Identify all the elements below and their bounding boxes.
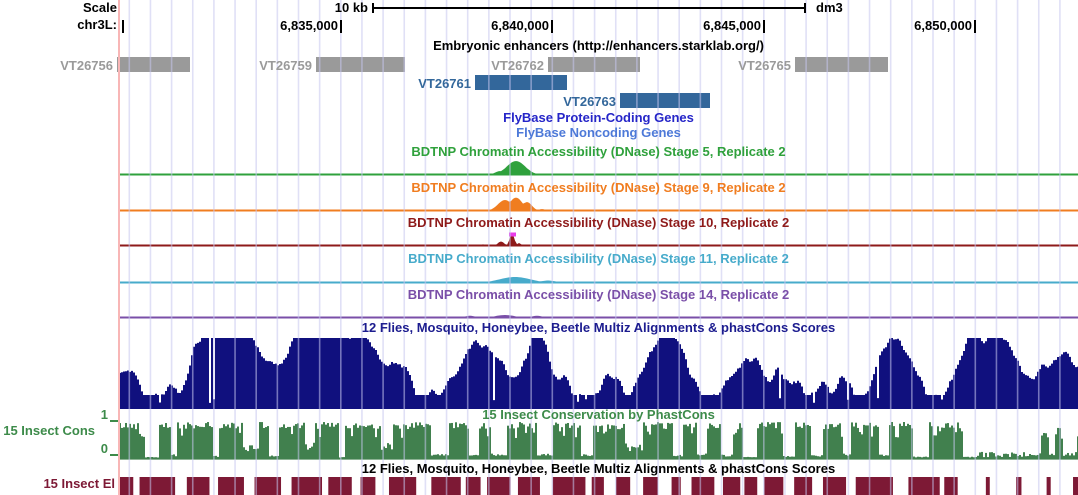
coordinate-tick [551,20,553,33]
conservation-axis-min: 0 [100,441,108,456]
conservation-histogram[interactable] [119,421,1078,460]
flybase-protein-coding-title[interactable]: FlyBase Protein-Coding Genes [503,110,694,125]
chromosome-label: chr3L: [77,17,117,32]
multiz-track-title[interactable]: 12 Flies, Mosquito, Honeybee, Beetle Mul… [361,320,836,335]
enhancer-box-vt26756[interactable] [117,57,190,72]
dnase-track-title[interactable]: BDTNP Chromatin Accessibility (DNase) St… [408,251,789,266]
enhancer-label[interactable]: VT26762 [491,58,544,73]
enhancer-box-vt26759[interactable] [316,57,405,72]
scale-bar [372,7,806,9]
conservation-left-label[interactable]: 15 Insect Cons [3,423,95,438]
dnase-track-title[interactable]: BDTNP Chromatin Accessibility (DNase) St… [407,287,790,302]
conservation-axis-min-tick [110,454,118,456]
dnase-track-signal[interactable] [119,189,1078,213]
dnase-track-title[interactable]: BDTNP Chromatin Accessibility (DNase) St… [411,180,786,195]
elements-left-label[interactable]: 15 Insect El [43,476,115,491]
scale-value-label: 10 kb [334,0,368,15]
elements-track-title[interactable]: 12 Flies, Mosquito, Honeybee, Beetle Mul… [361,461,836,476]
scale-bar-right-cap [804,3,806,13]
conservation-track-title[interactable]: 15 Insect Conservation by PhastCons [482,407,715,422]
enhancer-box-vt26762[interactable] [548,57,640,72]
assembly-label: dm3 [816,0,843,15]
coordinate-tick [763,20,765,33]
conservation-axis-max-tick [110,420,118,422]
coordinate-label: 6,845,000 [703,18,761,33]
dnase-track-signal[interactable] [119,224,1078,248]
dnase-track-title[interactable]: BDTNP Chromatin Accessibility (DNase) St… [411,144,786,159]
dnase-track-signal[interactable] [119,153,1078,177]
conservation-axis-max: 1 [100,407,108,422]
dnase-track-signal[interactable] [119,296,1078,320]
chrom-start-tick [122,20,124,33]
enhancer-box-vt26765[interactable] [795,57,888,72]
dnase-track-title[interactable]: BDTNP Chromatin Accessibility (DNase) St… [407,215,790,230]
enhancer-label[interactable]: VT26761 [418,76,471,91]
coordinate-tick [340,20,342,33]
coordinate-label: 6,850,000 [914,18,972,33]
enhancer-box-vt26761[interactable] [475,75,567,90]
enhancer-box-vt26763[interactable] [620,93,710,108]
flybase-noncoding-title[interactable]: FlyBase Noncoding Genes [516,125,681,140]
enhancer-label[interactable]: VT26765 [738,58,791,73]
coordinate-tick [974,20,976,33]
enhancers-track-title[interactable]: Embryonic enhancers (http://enhancers.st… [433,38,764,53]
scale-label: Scale [83,0,117,15]
dnase-track-signal[interactable] [119,261,1078,285]
enhancer-label[interactable]: VT26759 [259,58,312,73]
multiz-histogram[interactable] [119,337,1078,409]
enhancer-label[interactable]: VT26763 [563,94,616,109]
scale-bar-left-cap [372,3,374,13]
coordinate-label: 6,840,000 [491,18,549,33]
enhancer-label[interactable]: VT26756 [60,58,113,73]
coordinate-label: 6,835,000 [280,18,338,33]
elements-blocks[interactable] [119,477,1078,495]
